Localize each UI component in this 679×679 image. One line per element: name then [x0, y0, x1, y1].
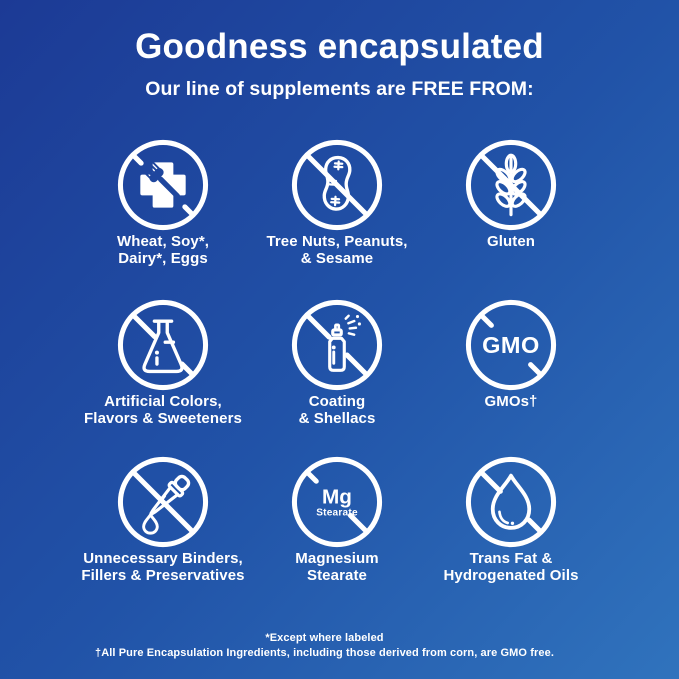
no-wheat-soy-dairy-eggs-icon [117, 139, 209, 231]
free-from-item-trans-fat: Trans Fat & Hydrogenated Oils [424, 446, 598, 584]
free-from-item-artificial-colors: Artificial Colors, Flavors & Sweeteners [76, 289, 250, 446]
prohibition-slash [304, 312, 332, 340]
page-title: Goodness encapsulated [135, 27, 544, 66]
prohibition-slash [179, 361, 196, 378]
footnotes: *Except where labeled †All Pure Encapsul… [15, 631, 635, 660]
no-artificial-colors-icon [117, 299, 209, 391]
free-from-grid: Wheat, Soy*, Dairy*, Eggs Tree Nuts, Pea… [76, 129, 598, 584]
droplet-shape [142, 513, 159, 535]
item-label: Unnecessary Binders, Fillers & Preservat… [81, 550, 245, 584]
free-from-item-gluten: Gluten [424, 129, 598, 289]
free-from-item-gmo: GMO GMOs† [424, 289, 598, 446]
stearate-icon-text: Stearate [316, 507, 358, 518]
dropper-shape [149, 474, 191, 516]
prohibition-slash [304, 152, 370, 218]
free-from-item-coating: Coating & Shellacs [250, 289, 424, 446]
prohibition-ring [291, 139, 383, 231]
item-label: Wheat, Soy*, Dairy*, Eggs [116, 233, 210, 267]
prohibition-slash [478, 469, 503, 494]
prohibition-slash [478, 152, 544, 218]
prohibition-slash [478, 312, 494, 328]
oil-drop-shape [490, 473, 532, 530]
prohibition-slash [526, 517, 544, 535]
free-from-item-allergens: Wheat, Soy*, Dairy*, Eggs [76, 129, 250, 289]
prohibition-slash [182, 204, 196, 218]
prohibition-slash [347, 512, 370, 535]
no-tree-nuts-peanuts-sesame-icon [291, 139, 383, 231]
prohibition-ring [291, 299, 383, 391]
prohibition-slash [130, 469, 196, 535]
prohibition-slash [130, 312, 158, 340]
spray-can-shape [328, 314, 358, 372]
footnote-asterisk: *Except where labeled [265, 632, 384, 644]
item-label: Coating & Shellacs [298, 393, 376, 427]
footnote-dagger: †All Pure Encapsulation Ingredients, inc… [95, 646, 554, 659]
prohibition-slash [304, 469, 319, 484]
prohibition-ring [465, 139, 557, 231]
prohibition-ring [465, 299, 557, 391]
item-label: Tree Nuts, Peanuts, & Sesame [266, 233, 408, 267]
page-subtitle: Our line of supplements are FREE FROM: [145, 78, 534, 100]
no-coating-shellacs-icon [291, 299, 383, 391]
cross-with-fork-cutout [140, 162, 186, 208]
no-gmo-icon: GMO [465, 299, 557, 391]
item-label: Trans Fat & Hydrogenated Oils [443, 550, 579, 584]
item-label: Gluten [486, 233, 536, 250]
prohibition-ring [117, 456, 209, 548]
no-magnesium-stearate-icon: Mg Stearate [291, 456, 383, 548]
no-gluten-icon [465, 139, 557, 231]
prohibition-slash [344, 352, 370, 378]
gmo-icon-text: GMO [482, 332, 540, 358]
free-from-item-binders: Unnecessary Binders, Fillers & Preservat… [76, 446, 250, 584]
prohibition-ring [465, 456, 557, 548]
free-from-item-nuts: Tree Nuts, Peanuts, & Sesame [250, 129, 424, 289]
no-binders-fillers-icon [117, 456, 209, 548]
prohibition-ring [117, 299, 209, 391]
item-label: Artificial Colors, Flavors & Sweeteners [84, 393, 242, 427]
free-from-item-mg-stearate: Mg Stearate Magnesium Stearate [250, 446, 424, 584]
no-trans-fat-icon [465, 456, 557, 548]
prohibition-slash [528, 362, 544, 378]
flask-shape [142, 319, 184, 374]
prohibition-ring [117, 139, 209, 231]
prohibition-ring [291, 456, 383, 548]
mg-icon-text: Mg [322, 486, 352, 509]
item-label: GMOs† [484, 393, 538, 410]
prohibition-slash [130, 152, 144, 166]
item-label: Magnesium Stearate [295, 550, 379, 584]
